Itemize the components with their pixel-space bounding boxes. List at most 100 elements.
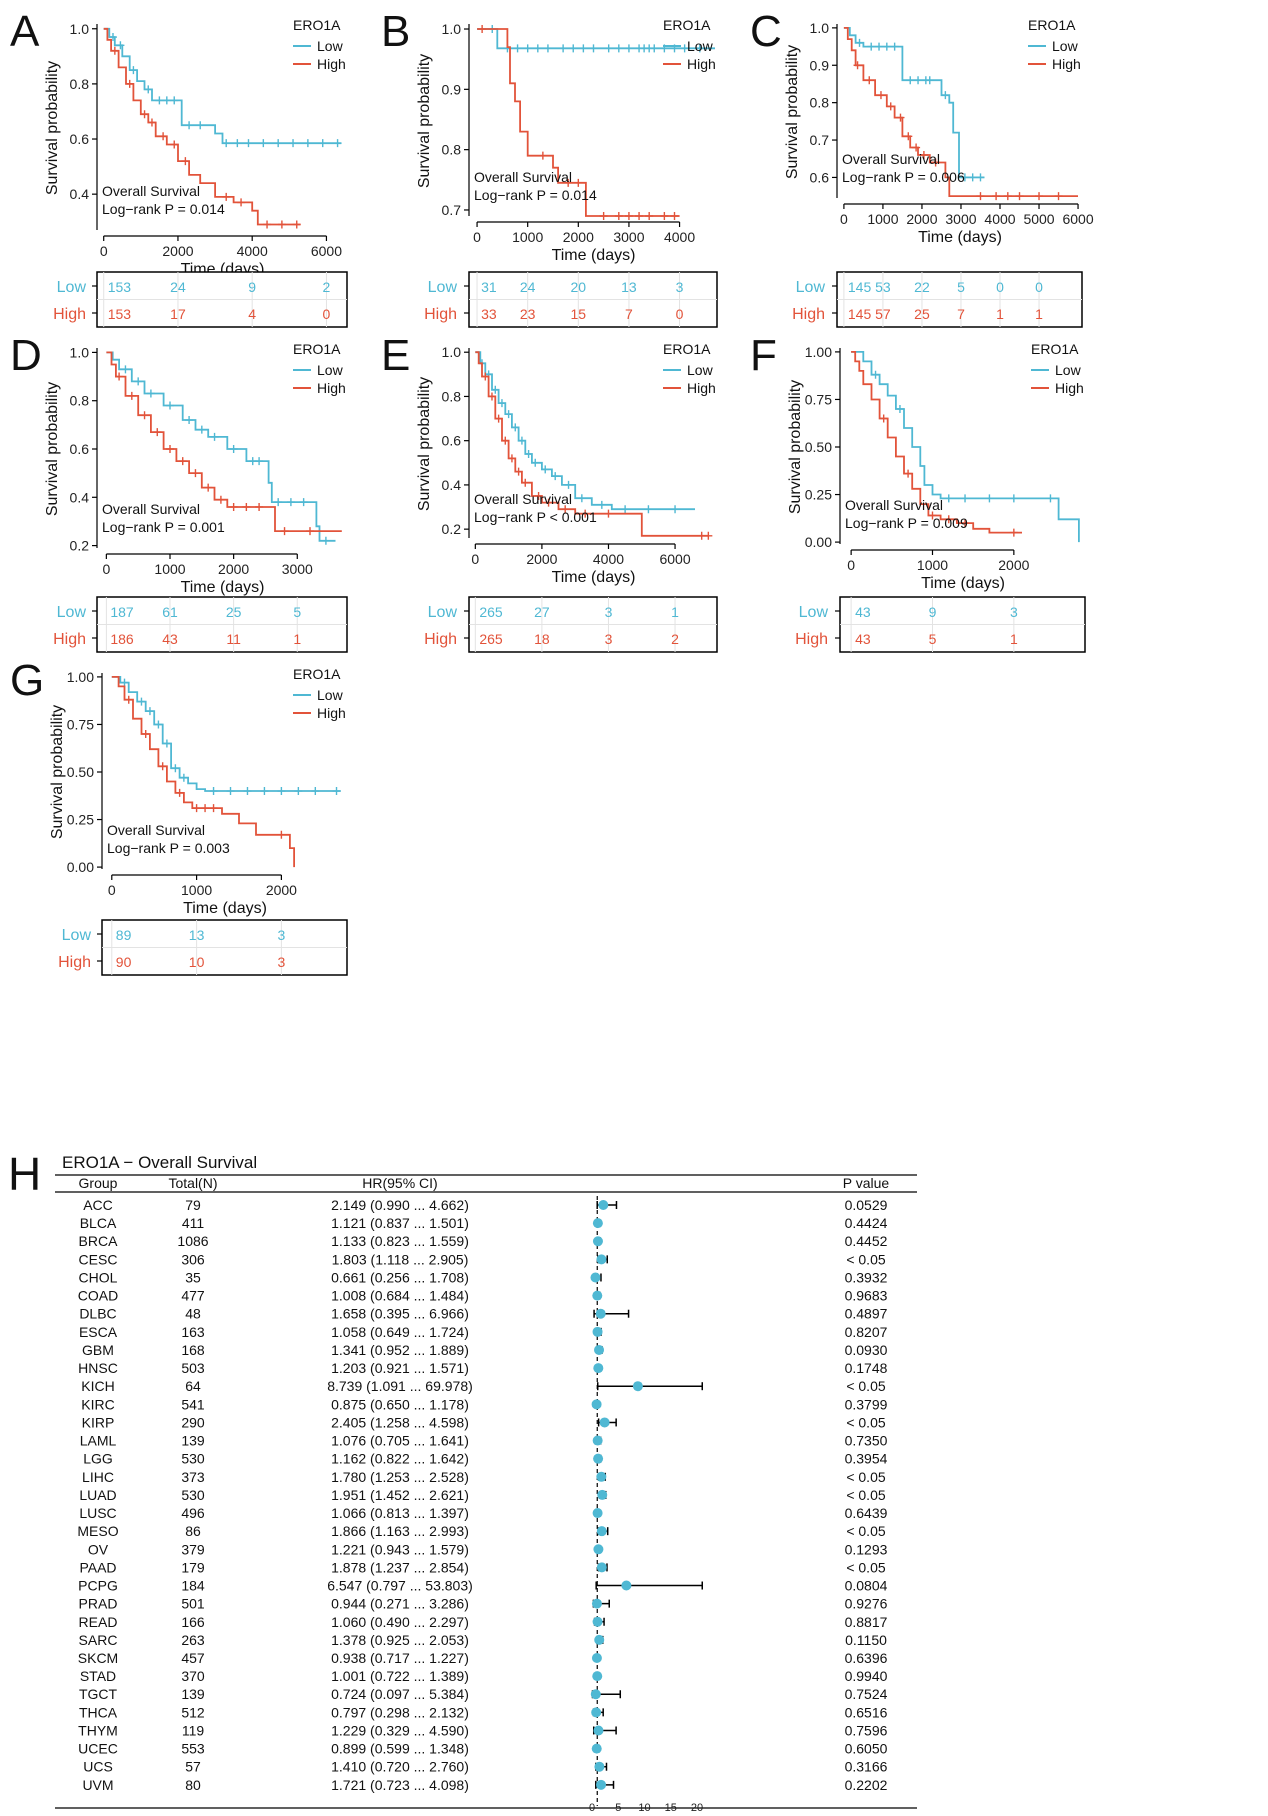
censor-mark [960,173,969,182]
y-tick-label: 1.0 [70,21,90,37]
group-label: COAD [78,1288,118,1304]
p-value: 0.1150 [845,1632,887,1648]
y-axis-title: Survival probability [787,380,804,514]
survival-curve-high [477,28,680,217]
censor-mark [992,192,1001,201]
legend-label-high: High [317,56,346,72]
x-axis-title: Time (days) [921,575,1005,592]
forest-row: THYM 119 1.229 (0.329 ... 4.590) 0.7596 [78,1722,887,1738]
censor-mark [976,192,985,201]
hr-point [599,1417,610,1428]
censor-mark [146,389,155,398]
y-axis-title: Survival probability [49,705,66,839]
censor-mark [155,96,164,105]
forest-row: LUAD 530 1.951 (1.452 ... 2.621) < 0.05 [79,1487,886,1503]
censor-mark [277,830,286,839]
x-tick-label: 3000 [945,211,976,227]
survival-curve-low [475,351,695,511]
total-n: 166 [181,1614,205,1630]
hr-ci-text: 0.661 (0.256 ... 1.708) [331,1269,469,1285]
forest-x-tick-label: 20 [691,1802,703,1814]
total-n: 457 [181,1650,205,1666]
p-value: 0.3799 [845,1396,888,1412]
censor-mark [882,42,891,51]
risk-row-label-low: Low [62,927,92,944]
censor-mark [1054,192,1063,201]
forest-row: SARC 263 1.378 (0.925 ... 2.053) 0.1150 [79,1632,888,1648]
legend-label-high: High [317,705,346,721]
censor-mark [524,449,533,458]
censor-mark [242,502,251,511]
legend-label-low: Low [317,687,344,703]
hr-point [592,1435,603,1446]
survival-curve-low [103,27,342,145]
risk-count-low: 153 [108,279,132,295]
hr-ci-text: 1.221 (0.943 ... 1.579) [331,1541,469,1557]
y-axis-title: Survival probability [44,382,61,516]
hr-point [593,1453,604,1464]
censor-mark [154,720,163,729]
censor-mark [255,502,264,511]
censor-mark [144,85,153,94]
censor-mark [134,377,143,386]
censor-mark [919,151,928,159]
hr-ci-text: 0.797 (0.298 ... 2.132) [331,1704,469,1720]
group-label: KIRC [81,1396,114,1412]
y-tick-label: 0.25 [805,487,832,503]
censor-mark [660,212,669,220]
censor-mark [491,385,500,394]
censor-mark [175,788,184,797]
censor-mark [644,505,653,514]
p-value: < 0.05 [846,1487,886,1503]
y-tick-label: 0.8 [70,76,90,92]
legend-label-low: Low [687,362,714,378]
censor-mark [129,66,138,75]
y-tick-label: 1.00 [67,669,94,685]
forest-row: THCA 512 0.797 (0.298 ... 2.132) 0.6516 [79,1704,888,1720]
censor-mark [635,212,644,220]
censor-mark [286,498,295,507]
x-tick-label: 5000 [1023,211,1054,227]
censor-mark [210,432,219,441]
risk-count-low: 3 [676,279,684,295]
hr-point [591,1399,602,1410]
hr-point [591,1707,602,1718]
group-label: SKCM [78,1650,118,1666]
risk-count-low: 43 [855,604,871,620]
censor-mark [579,44,588,53]
group-label: LGG [83,1451,113,1467]
overall-survival-label: Overall Survival [842,151,940,167]
panel-letter: F [750,331,777,380]
p-value: 0.8817 [845,1614,888,1630]
censor-mark [140,411,149,420]
total-n: 379 [181,1541,205,1557]
censor-mark [543,44,552,53]
group-label: BLCA [80,1215,117,1231]
hr-point [592,1236,603,1247]
panel-letter: C [750,7,782,56]
censor-mark [115,372,124,381]
censor-mark [179,773,188,782]
risk-count-high: 57 [875,306,891,322]
hr-ci-text: 1.378 (0.925 ... 2.053) [331,1632,469,1648]
risk-count-high: 33 [481,306,497,322]
hr-ci-text: 1.066 (0.813 ... 1.397) [331,1505,469,1521]
censor-mark [876,91,885,100]
y-tick-label: 0.8 [70,393,90,409]
censor-mark [243,787,252,796]
group-label: KICH [81,1378,114,1394]
p-value: < 0.05 [846,1251,886,1267]
risk-count-high: 186 [110,631,134,647]
hr-ci-text: 1.341 (0.952 ... 1.889) [331,1342,469,1358]
hr-ci-text: 1.658 (0.395 ... 6.966) [331,1306,469,1322]
survival-curve-high [111,676,295,868]
censor-mark [890,42,899,51]
risk-count-high: 18 [534,631,550,647]
y-tick-label: 0.75 [67,716,94,732]
forest-row: LAML 139 1.076 (0.705 ... 1.641) 0.7350 [80,1433,888,1449]
risk-count-high: 5 [929,631,937,647]
total-n: 179 [181,1559,205,1575]
y-tick-label: 1.0 [810,20,830,36]
x-tick-label: 3000 [282,561,313,577]
